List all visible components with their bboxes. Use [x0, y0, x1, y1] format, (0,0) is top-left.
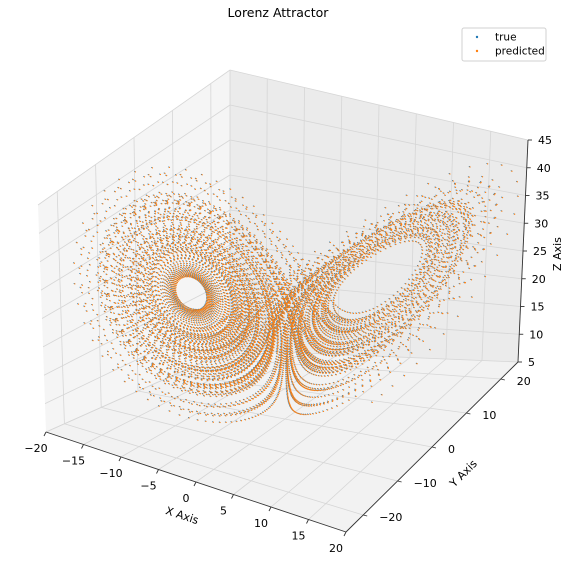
z-tick-label: 15 — [531, 301, 545, 314]
x-tick-mark — [82, 445, 84, 449]
z-tick-label: 45 — [538, 134, 552, 147]
z-tick-label: 40 — [537, 162, 551, 175]
y-tick-mark — [432, 447, 436, 448]
z-axis-label: Z Axis — [551, 237, 564, 271]
axis-panes — [38, 70, 528, 532]
x-tick-label: −5 — [140, 480, 156, 493]
x-tick-mark — [44, 432, 46, 436]
y-tick-mark — [501, 379, 505, 380]
x-tick-label: 0 — [183, 492, 190, 505]
y-tick-mark — [466, 413, 470, 414]
z-tick-label: 30 — [534, 217, 548, 230]
x-tick-mark — [344, 532, 346, 536]
x-tick-label: 5 — [220, 505, 227, 518]
x-tick-mark — [307, 520, 309, 524]
z-tick-label: 25 — [533, 245, 547, 258]
x-tick-mark — [119, 457, 121, 461]
x-tick-mark — [232, 495, 234, 499]
x-tick-label: 20 — [329, 542, 343, 555]
x-tick-mark — [157, 470, 159, 474]
x-tick-mark — [269, 507, 271, 511]
x-tick-label: −15 — [62, 455, 85, 468]
z-tick-label: 20 — [532, 273, 546, 286]
x-tick-label: 10 — [254, 517, 268, 530]
y-tick-label: 10 — [482, 409, 496, 422]
y-tick-mark — [363, 515, 367, 516]
y-tick-label: −10 — [414, 477, 437, 490]
z-tick-label: 10 — [529, 328, 543, 341]
chart-title: Lorenz Attractor — [228, 5, 330, 20]
y-tick-label: −20 — [379, 511, 402, 524]
x-axis-label: X Axis — [164, 504, 200, 527]
y-tick-label: 20 — [517, 375, 531, 388]
z-tick-label: 5 — [528, 356, 535, 369]
y-tick-label: 0 — [448, 443, 455, 456]
z-tick-label: 35 — [536, 190, 550, 203]
y-tick-mark — [398, 481, 402, 482]
x-tick-label: −20 — [24, 442, 47, 455]
x-tick-label: −10 — [99, 467, 122, 480]
y-axis-label: Y Axis — [447, 457, 480, 490]
x-tick-label: 15 — [292, 530, 306, 543]
x-tick-mark — [194, 482, 196, 486]
